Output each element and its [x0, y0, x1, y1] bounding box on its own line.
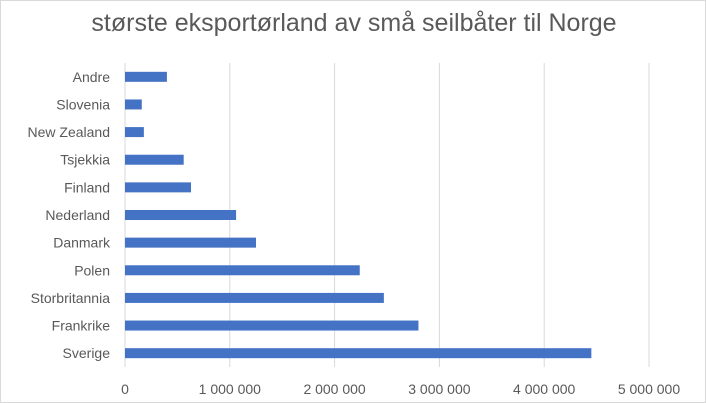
x-tick-label: 5 000 000 — [618, 381, 680, 397]
bar — [125, 292, 384, 303]
bar — [125, 154, 184, 165]
bars — [125, 71, 592, 359]
category-label: Sverige — [63, 345, 111, 361]
bar — [125, 71, 167, 82]
category-label: Finland — [64, 179, 110, 195]
category-label: Nederland — [45, 207, 110, 223]
bar — [125, 320, 419, 331]
bar — [125, 210, 237, 220]
category-label: Andre — [73, 69, 111, 85]
bar — [125, 265, 360, 276]
category-label: Danmark — [53, 235, 111, 251]
bar — [125, 182, 192, 193]
category-labels: Andre Slovenia New Zealand Tsjekkia Finland N… — [28, 69, 111, 361]
x-tick-label: 2 000 000 — [303, 381, 365, 397]
x-tick-label: 0 — [121, 381, 129, 397]
bar — [125, 348, 592, 359]
category-label: New Zealand — [28, 124, 111, 140]
x-tick-label: 3 000 000 — [408, 381, 470, 397]
bar — [125, 237, 256, 248]
x-tick-label: 4 000 000 — [513, 381, 575, 397]
x-tick-label: 1 000 000 — [199, 381, 261, 397]
category-label: Slovenia — [56, 96, 110, 112]
x-tick-labels: 0 1 000 000 2 000 000 3 000 000 4 000 000 5 0… — [121, 381, 680, 397]
category-label: Polen — [74, 262, 110, 278]
bar — [125, 127, 144, 138]
bar — [125, 99, 142, 110]
category-label: Frankrike — [52, 318, 111, 334]
category-label: Storbritannia — [31, 290, 111, 306]
category-label: Tsjekkia — [60, 152, 110, 168]
chart-title: største eksportørland av små seilbåter t… — [91, 9, 617, 37]
